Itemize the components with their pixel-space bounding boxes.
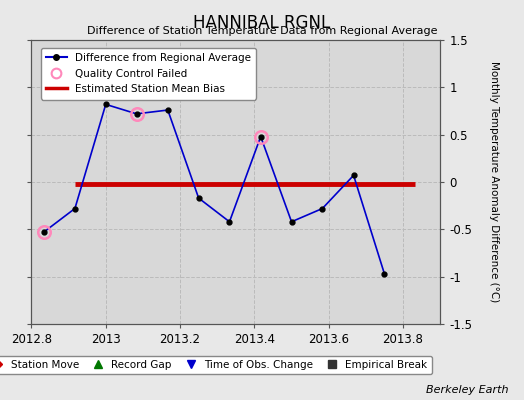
Text: HANNIBAL RGNL: HANNIBAL RGNL [193,14,331,32]
Y-axis label: Monthly Temperature Anomaly Difference (°C): Monthly Temperature Anomaly Difference (… [489,61,499,303]
Text: Berkeley Earth: Berkeley Earth [426,385,508,395]
Legend: Station Move, Record Gap, Time of Obs. Change, Empirical Break: Station Move, Record Gap, Time of Obs. C… [0,356,432,374]
Text: Difference of Station Temperature Data from Regional Average: Difference of Station Temperature Data f… [87,26,437,36]
